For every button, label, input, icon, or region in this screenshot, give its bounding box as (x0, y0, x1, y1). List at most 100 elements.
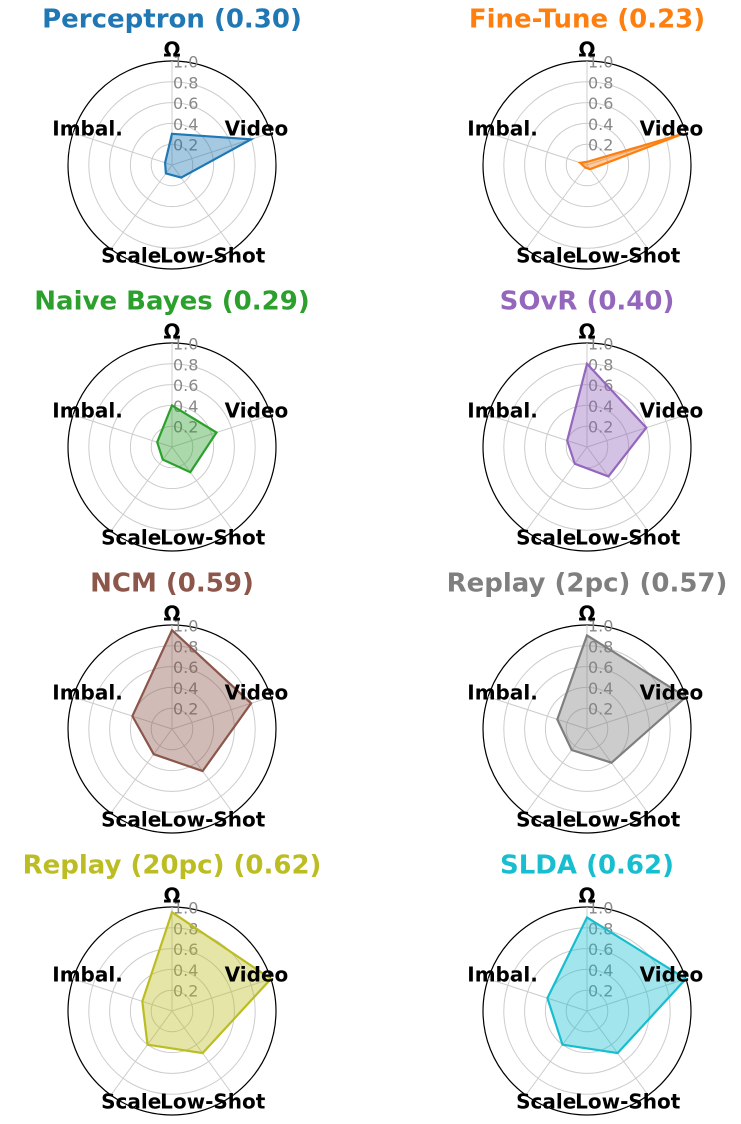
r-tick-label: 0.6 (588, 940, 613, 959)
r-tick-label: 0.8 (588, 73, 613, 92)
r-tick-label: 0.2 (173, 700, 198, 719)
r-tick-label: 1.0 (588, 53, 613, 72)
axis-line (110, 1010, 173, 1096)
category-label: Ω (163, 38, 180, 62)
category-label: Imbal. (467, 962, 538, 986)
category-label: Low-Shot (160, 808, 266, 832)
chart-title: Naive Bayes (0.29) (34, 287, 309, 317)
r-tick-label: 0.8 (173, 73, 198, 92)
category-label: Imbal. (52, 398, 123, 422)
chart-title: NCM (0.59) (90, 569, 254, 599)
category-label: Video (225, 962, 289, 986)
category-label: Video (225, 680, 289, 704)
category-label: Scale (101, 1090, 161, 1114)
category-label: Imbal. (52, 962, 123, 986)
axis-line (110, 446, 173, 532)
category-label: Low-Shot (160, 526, 266, 550)
category-label: Low-Shot (575, 244, 681, 268)
r-tick-label: 0.4 (173, 961, 198, 980)
r-tick-label: 1.0 (173, 53, 198, 72)
category-label: Ω (163, 320, 180, 344)
r-tick-label: 0.8 (588, 637, 613, 656)
category-label: Ω (163, 884, 180, 908)
axis-line (487, 414, 588, 448)
r-tick-label: 0.4 (588, 397, 613, 416)
r-tick-label: 0.2 (588, 418, 613, 437)
r-tick-label: 0.2 (588, 982, 613, 1001)
category-label: Ω (578, 602, 595, 626)
axis-line (586, 696, 687, 730)
radar-area (141, 910, 273, 1055)
category-label: Video (640, 962, 704, 986)
category-label: Imbal. (52, 680, 123, 704)
category-label: Imbal. (52, 116, 123, 140)
chart-title: Replay (20pc) (0.62) (23, 851, 322, 881)
r-tick-label: 0.2 (173, 418, 198, 437)
category-label: Ω (578, 38, 595, 62)
axis-line (72, 132, 173, 166)
category-label: Scale (101, 808, 161, 832)
axis-line (586, 414, 687, 448)
category-label: Scale (516, 244, 576, 268)
radar-area (163, 132, 255, 179)
axis-line (586, 728, 649, 814)
axis-line (171, 132, 272, 166)
r-tick-label: 0.8 (588, 919, 613, 938)
category-label: Imbal. (467, 398, 538, 422)
r-tick-label: 0.2 (173, 982, 198, 1001)
category-label: Low-Shot (575, 808, 681, 832)
chart-title: Fine-Tune (0.23) (469, 5, 705, 35)
radar-area (556, 633, 688, 764)
axis-line (525, 164, 588, 250)
category-label: Imbal. (467, 116, 538, 140)
category-label: Video (640, 680, 704, 704)
axis-line (171, 164, 234, 250)
r-tick-label: 0.2 (173, 136, 198, 155)
category-label: Low-Shot (160, 1090, 266, 1114)
r-tick-label: 1.0 (173, 899, 198, 918)
axis-line (171, 978, 272, 1012)
r-tick-label: 0.4 (173, 115, 198, 134)
axis-line (72, 978, 173, 1012)
r-tick-label: 0.8 (588, 355, 613, 374)
category-label: Scale (516, 1090, 576, 1114)
category-label: Low-Shot (575, 1090, 681, 1114)
category-label: Scale (101, 526, 161, 550)
axis-line (586, 446, 649, 532)
radar-area (566, 361, 648, 478)
category-label: Ω (578, 320, 595, 344)
r-tick-label: 1.0 (173, 335, 198, 354)
r-tick-label: 1.0 (588, 335, 613, 354)
chart-title: SOvR (0.40) (500, 287, 675, 317)
category-label: Scale (516, 526, 576, 550)
axis-line (525, 446, 588, 532)
axis-line (171, 696, 272, 730)
axis-line (72, 414, 173, 448)
r-tick-label: 1.0 (588, 617, 613, 636)
r-tick-label: 0.6 (173, 940, 198, 959)
axis-line (487, 696, 588, 730)
axis-line (487, 978, 588, 1012)
r-tick-label: 0.2 (588, 700, 613, 719)
r-tick-label: 0.6 (173, 94, 198, 113)
category-label: Low-Shot (160, 244, 266, 268)
chart-title: Replay (2pc) (0.57) (447, 569, 728, 599)
category-label: Video (640, 116, 704, 140)
category-label: Ω (163, 602, 180, 626)
r-tick-label: 0.6 (588, 376, 613, 395)
r-tick-label: 0.8 (173, 355, 198, 374)
radar-area (131, 628, 253, 773)
category-label: Low-Shot (575, 526, 681, 550)
radar-area (577, 132, 684, 171)
radar-area (156, 403, 219, 474)
category-label: Video (640, 398, 704, 422)
r-tick-label: 1.0 (173, 617, 198, 636)
axis-line (525, 728, 588, 814)
radar-area (546, 915, 688, 1055)
r-tick-label: 0.4 (588, 115, 613, 134)
r-tick-label: 0.4 (173, 679, 198, 698)
axis-line (586, 164, 649, 250)
category-label: Scale (516, 808, 576, 832)
chart-title: Perceptron (0.30) (42, 5, 302, 35)
category-label: Video (225, 116, 289, 140)
